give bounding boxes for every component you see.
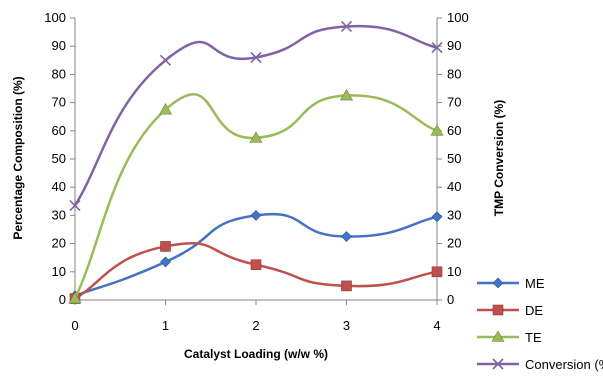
legend-label: ME [525,276,545,291]
data-point-de [160,241,171,252]
data-point-te [339,88,354,101]
x-axis-title: Catalyst Loading (w/w %) [184,347,328,361]
data-point-me [160,256,171,268]
data-point-me [250,209,262,221]
series-te [68,88,444,304]
y2-tick-label: 70 [447,95,461,110]
legend-marker [492,277,504,289]
data-point-conversion [340,20,353,33]
legend-marker [492,304,504,316]
y-tick-label: 20 [52,236,66,251]
data-point-conversion [69,199,81,212]
y2-tick-label: 80 [447,66,461,81]
y-tick-label: 60 [52,123,66,138]
y2-axis-title: TMP Conversion (%) [492,100,506,216]
data-point-conversion [431,42,443,54]
x-tick-label: 2 [252,318,259,333]
series-de [69,241,443,304]
y2-tick-label: 10 [447,264,461,279]
y-tick-label: 90 [52,38,66,53]
series-line-de [74,242,438,300]
legend-label: Conversion (%) [525,357,603,372]
y2-tick-label: 50 [447,151,461,166]
series-line-conversion [73,24,438,207]
y-tick-label: 80 [52,66,66,81]
y-tick-label: 100 [44,10,66,25]
y-tick-label: 30 [52,207,66,222]
series-me [69,209,443,302]
series-layer [68,20,444,304]
data-point-me [341,231,352,242]
y2-tick-label: 90 [447,38,461,53]
data-point-de [250,259,262,271]
y-axis-title: Percentage Composition (%) [11,76,25,239]
series-line-me [74,212,438,297]
y2-tick-label: 60 [447,123,461,138]
y-tick-label: 70 [52,95,66,110]
legend-item-me: ME [477,276,545,291]
data-point-conversion [250,51,262,64]
y2-tick-label: 100 [447,10,469,25]
series-conversion [69,20,443,212]
data-point-conversion [159,54,172,66]
y2-tick-label: 0 [447,292,454,307]
legend-marker [492,358,504,370]
y-tick-label: 50 [52,151,66,166]
data-point-de [341,280,352,292]
data-point-te [430,124,444,136]
y2-tick-label: 20 [447,236,461,251]
data-point-te [68,291,82,304]
y2-tick-label: 40 [447,179,461,194]
legend-label: TE [525,330,542,345]
legend-item-de: DE [477,303,543,318]
y-tick-label: 0 [59,292,66,307]
legend-label: DE [525,303,543,318]
x-tick-label: 3 [343,318,350,333]
x-tick-label: 0 [71,318,78,333]
data-point-me [431,211,443,223]
y2-tick-label: 30 [447,207,461,222]
data-point-te [249,131,263,143]
legend-item-te: TE [477,330,542,345]
y-tick-label: 40 [52,179,66,194]
data-point-te [158,103,173,115]
data-point-de [431,266,443,278]
legend-item-conversion: Conversion (%) [477,357,603,372]
x-tick-label: 4 [433,318,440,333]
x-tick-label: 1 [162,318,169,333]
series-line-te [73,93,438,300]
legend-marker [491,330,505,342]
y-tick-label: 10 [52,264,66,279]
legend: ME DE TE Conversion (%) [477,276,603,372]
